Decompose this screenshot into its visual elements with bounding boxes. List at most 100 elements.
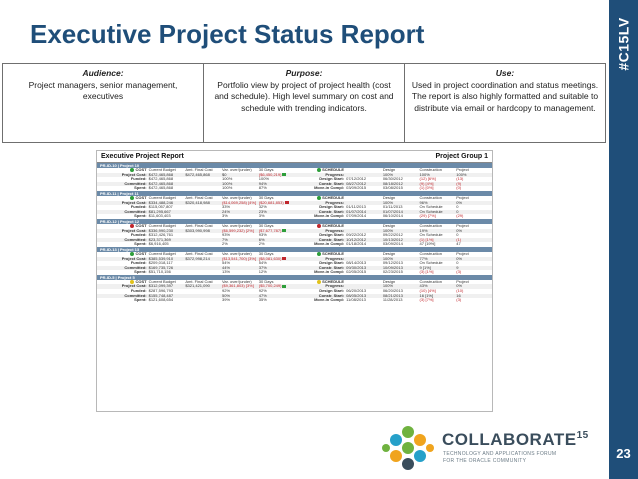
- status-dot-icon: [130, 279, 135, 284]
- report-cell: Var. over/(under): [222, 279, 252, 284]
- report-cell: Construction: [419, 195, 442, 200]
- project-header-bar: PR-ID-12 | Project 12: [97, 218, 492, 224]
- trend-icon: [282, 256, 287, 260]
- report-cell: 100%: [382, 200, 394, 205]
- report-cell: 37%: [258, 265, 267, 270]
- report-cell: Move-in Compl:: [314, 186, 345, 191]
- report-cell: (9): [456, 181, 462, 186]
- report-cell: Var. over/(under): [222, 168, 252, 172]
- report-cell: 08/21/2013: [382, 293, 403, 298]
- report-row: Committed: $169,735,726 44% 37% Constr. Star…: [97, 265, 492, 271]
- report-row: Spent: $51,710,156 13% 12% Move-in Compl: 02/…: [97, 270, 492, 275]
- report-cell: 12%: [258, 270, 267, 275]
- report-cell: Move-in Compl:: [314, 270, 345, 275]
- report-cell: Current Budget: [148, 195, 176, 200]
- report-cell: $11,603,403: [148, 214, 171, 219]
- report-cell: Project: [456, 168, 469, 172]
- report-cell: Amt. Final Cost: [185, 223, 213, 228]
- report-cell: 07/09/2014: [346, 214, 367, 219]
- status-dot-icon: [130, 251, 135, 256]
- report-cell: 3%: [258, 214, 265, 219]
- report-row: Spent: $11,603,403 3% 3% Move-in Compl: 07/09…: [97, 214, 492, 219]
- report-cell: SCHEDULE: [294, 251, 345, 257]
- report-row: Funded: $312,426,761 93% 93% Design Start: 09…: [97, 233, 492, 238]
- trend-icon: [282, 284, 287, 288]
- report-cell: 07/12/2012: [346, 177, 367, 182]
- report-cell: Progress:: [325, 228, 345, 233]
- report-cell: 10/09/2013: [382, 265, 403, 270]
- report-cell: Funded:: [130, 205, 147, 210]
- report-cell: (29) [7%]: [419, 214, 436, 219]
- report-row: Committed: $23,371,369 7% 6% Constr. Start: 1…: [97, 237, 492, 243]
- report-row: Funded: $287,596,793 92% 92% Design Start: 06…: [97, 289, 492, 294]
- report-cell: 0%: [456, 200, 463, 205]
- report-cell: ($20,681,853): [258, 201, 295, 206]
- report-cell: 16: [456, 293, 461, 298]
- use-cell: Use: Used in project coordination and st…: [405, 64, 605, 142]
- report-cell: ($14,069,258) [4%]: [222, 200, 257, 205]
- report-row: Committed: $81,295,667 24% 23% Constr. Start…: [97, 209, 492, 215]
- trend-icon: [284, 201, 289, 204]
- collaborate-logo-icon: [382, 426, 434, 470]
- report-cell: 08/27/2012: [346, 181, 367, 186]
- report-row: Spent: $121,608,654 39% 35% Move-in Compl: 11…: [97, 298, 492, 303]
- trend-icon: [282, 228, 287, 232]
- report-row: COST Current Budget Amt. Final Cost Var. ov…: [97, 279, 492, 285]
- report-cell: 9: [456, 265, 459, 270]
- audience-text: Project managers, senior management, exe…: [28, 79, 178, 102]
- report-cell: ($7,677,787): [258, 229, 295, 234]
- report-cell: Var. over/(under): [222, 195, 252, 200]
- report-cell: (10): [456, 289, 464, 294]
- report-cell: (1) [1%]: [419, 237, 434, 242]
- report-cell: Constr. Start:: [318, 237, 345, 242]
- report-cell: 100%: [382, 228, 394, 233]
- report-cell: $472,465,868: [148, 181, 174, 186]
- report-cell: 54%: [258, 261, 267, 266]
- project-header-bar: PR-ID-5 | Project 5: [97, 274, 492, 280]
- report-cell: Funded:: [130, 233, 147, 238]
- report-cell: $169,735,726: [148, 265, 174, 270]
- project-block: PR-ID-5 | Project 5 COST Current Budget Amt…: [97, 274, 492, 303]
- report-cell: 0: [456, 261, 459, 266]
- report-cell: Spent:: [134, 270, 147, 275]
- report-cell: $336,990,230: [148, 228, 174, 233]
- report-cell: 11/28/2013: [382, 298, 403, 303]
- report-cell: 08/05/2013: [346, 293, 367, 298]
- report-cell: $0: [222, 172, 227, 177]
- report-cell: Design Start:: [319, 289, 345, 294]
- report-cell: 01/11/2013: [346, 205, 366, 210]
- report-cell: Design Start:: [319, 233, 345, 238]
- report-cell: Amt. Final Cost: [185, 168, 213, 172]
- report-cell: 93%: [222, 233, 231, 238]
- report-cell: ($6,599,232) [2%]: [222, 228, 254, 233]
- report-cell: 23%: [258, 209, 267, 214]
- report-row: Spent: $472,465,868 100% 87% Move-in Compl: 0…: [97, 186, 492, 191]
- report-cell: Funded:: [130, 261, 147, 266]
- report-cell: 93%: [258, 233, 267, 238]
- report-cell: $312,426,761: [148, 233, 174, 238]
- report-cell: (10) [4%]: [419, 289, 436, 294]
- report-cell: $321,421,090: [185, 284, 210, 289]
- report-cell: $303,990,998: [185, 228, 210, 233]
- report-cell: Committed:: [124, 265, 147, 270]
- report-cell: (3) [7%]: [419, 298, 434, 303]
- report-cell: SCHEDULE: [294, 279, 345, 285]
- project-header-bar: PR-ID-13 | Project 13: [97, 246, 492, 252]
- report-cell: Progress:: [325, 256, 345, 261]
- use-text: Used in project coordination and status …: [411, 79, 599, 113]
- report-cell: 01/18/2014: [346, 242, 367, 247]
- status-dot-icon: [317, 251, 322, 256]
- report-cell: 13%: [222, 270, 231, 275]
- report-cell: $334,488,246: [148, 200, 174, 205]
- report-cell: Move-in Compl:: [314, 214, 345, 219]
- report-cell: COST: [97, 168, 148, 173]
- report-cell: SCHEDULE: [294, 223, 345, 229]
- use-heading: Use:: [495, 68, 515, 78]
- report-cell: $312,099,397: [148, 284, 174, 289]
- report-cell: 100%: [258, 177, 269, 182]
- report-cell: 03/09/2014: [382, 242, 403, 247]
- report-cell: 50%: [222, 293, 231, 298]
- report-cell: [184, 186, 221, 191]
- project-header-bar: PR-ID-10 | Project 10: [97, 163, 492, 168]
- report-cell: Current Budget: [148, 279, 176, 284]
